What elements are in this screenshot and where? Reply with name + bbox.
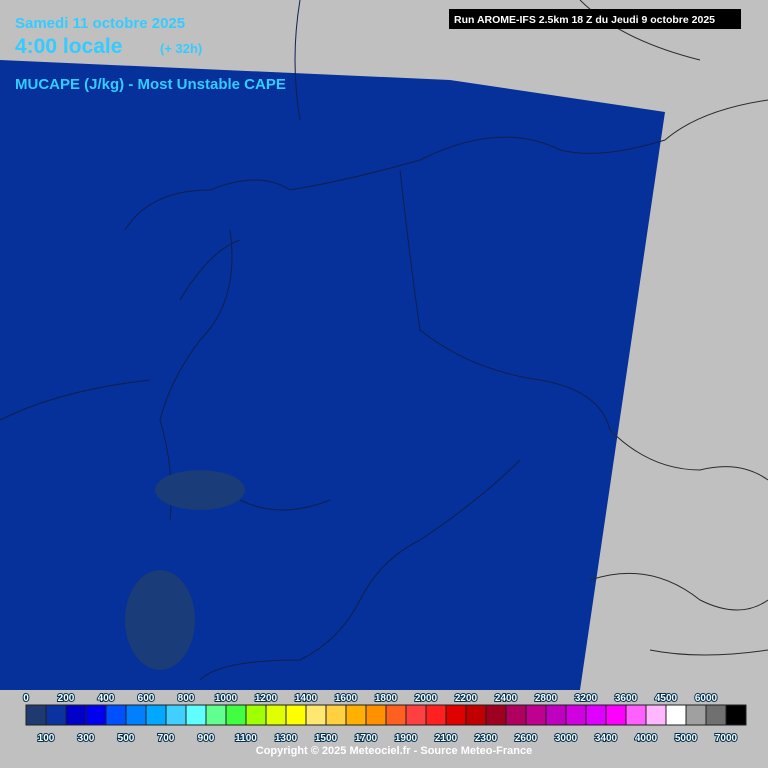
scale-label: 1400 [295,693,318,704]
scale-label: 1600 [335,693,358,704]
scale-label: 800 [178,693,195,704]
run-box [449,9,741,29]
parameter: MUCAPE (J/kg) - Most Unstable CAPE [15,76,286,93]
scale-box [645,704,667,726]
scale-box [205,704,227,726]
scale-label: 200 [58,693,75,704]
scale-label: 0 [23,693,29,704]
scale-box [585,704,607,726]
scale-box [45,704,67,726]
scale-label: 700 [158,733,175,744]
scale-box [285,704,307,726]
scale-box [65,704,87,726]
scale-box [385,704,407,726]
scale-box [485,704,507,726]
scale-label: 1100 [235,733,257,744]
scale-label: 6000 [695,693,718,704]
scale-label: 3400 [595,733,618,744]
scale-box [685,704,707,726]
scale-box [365,704,387,726]
scale-box [345,704,367,726]
scale-label: 2800 [535,693,558,704]
scale-label: 600 [138,693,155,704]
scale-box [165,704,187,726]
scale-box [625,704,647,726]
scale-label: 1700 [355,733,378,744]
time: 4:00 locale [15,35,122,58]
scale-label: 5000 [675,733,698,744]
scale-label: 1200 [255,693,278,704]
borders [0,169,611,681]
scale-box [225,704,247,726]
scale-box [185,704,207,726]
scale-box [705,704,727,726]
scale-box [445,704,467,726]
scale-label: 2200 [455,693,478,704]
scale-box [25,704,47,726]
scale-box [145,704,167,726]
scale-box [505,704,527,726]
scale-box [545,704,567,726]
scale-label: 1800 [375,693,398,704]
terrain-patch [125,570,195,670]
scale-box [565,704,587,726]
scale-label: 3600 [615,693,638,704]
color-scale: 0 100 200 300 400 500 600 700 800 900 1000 1100 1200… [22,692,747,745]
scale-label: 2100 [435,733,458,744]
scale-box [325,704,347,726]
model-domain [0,60,665,690]
scale-label: 1500 [315,733,338,744]
scale-box [105,704,127,726]
scale-label: 300 [78,733,95,744]
scale-box [405,704,427,726]
scale-box [125,704,147,726]
copyright: Copyright © 2025 Meteociel.fr - Source M… [256,745,532,757]
scale-box [265,704,287,726]
scale-label: 2600 [515,733,538,744]
scale-box [725,704,747,726]
scale-label: 2000 [415,693,438,704]
scale-label: 3000 [555,733,578,744]
scale-label: 7000 [715,733,738,744]
scale-label: 4500 [655,693,678,704]
scale-box [245,704,267,726]
scale-box [305,704,327,726]
scale-label: 100 [38,733,55,744]
scale-label: 4000 [635,733,658,744]
scale-box [85,704,107,726]
scale-box [665,704,687,726]
scale-box [525,704,547,726]
scale-label: 500 [118,733,135,744]
scale-box [465,704,487,726]
scale-label: 1300 [275,733,298,744]
scale-label: 400 [98,693,115,704]
terrain-patch [155,470,245,510]
scale-label: 3200 [575,693,598,704]
scale-label: 1900 [395,733,418,744]
coastline [124,0,666,301]
scale-label: 2300 [475,733,498,744]
scale-box [605,704,627,726]
run-info: Run AROME-IFS 2.5km 18 Z du Jeudi 9 octo… [454,14,715,26]
outer-borders [579,0,768,656]
scale-label: 2400 [495,693,518,704]
scale-label: 1000 [215,693,238,704]
scale-label: 900 [198,733,215,744]
lead-time: (+ 32h) [160,41,202,56]
scale-box [425,704,447,726]
date: Samedi 11 octobre 2025 [15,15,185,32]
